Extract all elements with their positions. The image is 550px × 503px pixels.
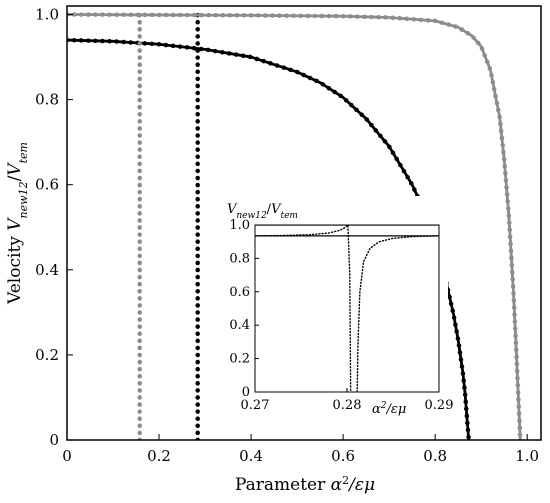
inset-y-tick-label: 0.2 (229, 352, 250, 367)
x-axis-label: Parameter α2/εμ (235, 474, 375, 496)
inset-plot-area (255, 225, 439, 392)
main-series-5 (67, 12, 523, 440)
main-x-tick-label: 0.4 (239, 447, 263, 465)
main-x-tick-label: 0.6 (331, 447, 355, 465)
main-ticks: 0 0.2 0.4 0.6 0.8 1.0 0 0.2 0.4 0.6 0.8 1.0 (35, 6, 539, 465)
inset-series-4 (356, 235, 439, 392)
main-y-tick-label: 0.6 (35, 176, 59, 194)
main-y-tick-label: 1.0 (35, 6, 59, 24)
main-x-tick-label: 0 (62, 447, 72, 465)
inset-x-tick-label: 0.27 (241, 398, 270, 413)
main-x-tick-label: 1.0 (515, 447, 539, 465)
main-plot-area (67, 12, 523, 440)
inset-y-tick-label: 0 (242, 385, 250, 400)
main-y-tick-label: 0.2 (35, 346, 59, 364)
main-x-tick-label: 0.2 (147, 447, 171, 465)
inset-y-axis-label: Vnew12/Vtem (227, 202, 298, 221)
main-x-tick-label: 0.8 (423, 447, 447, 465)
inset-x-axis-label: α2/εμ (372, 401, 406, 417)
main-y-tick-label: 0.4 (35, 261, 59, 279)
main-plot-frame (66, 5, 542, 441)
main-y-tick-label: 0 (49, 431, 59, 449)
main-series-2 (67, 37, 471, 440)
inset-y-tick-label: 0.8 (229, 251, 250, 266)
main-y-tick-label: 0.8 (35, 91, 59, 109)
y-axis-label: Velocity Vnew12/Vtem (5, 142, 30, 305)
inset-x-tick-label: 0.29 (425, 398, 454, 413)
inset-y-tick-label: 0.6 (229, 285, 250, 300)
inset-ticks: 0.27 0.28 0.29 0 0.2 0.4 0.6 0.8 1.0 (229, 218, 453, 413)
inset-y-tick-label: 0.4 (229, 318, 250, 333)
inset-series-3 (255, 225, 352, 392)
inset-x-tick-label: 0.28 (333, 398, 362, 413)
inset-y-tick-label: 1.0 (229, 218, 250, 233)
